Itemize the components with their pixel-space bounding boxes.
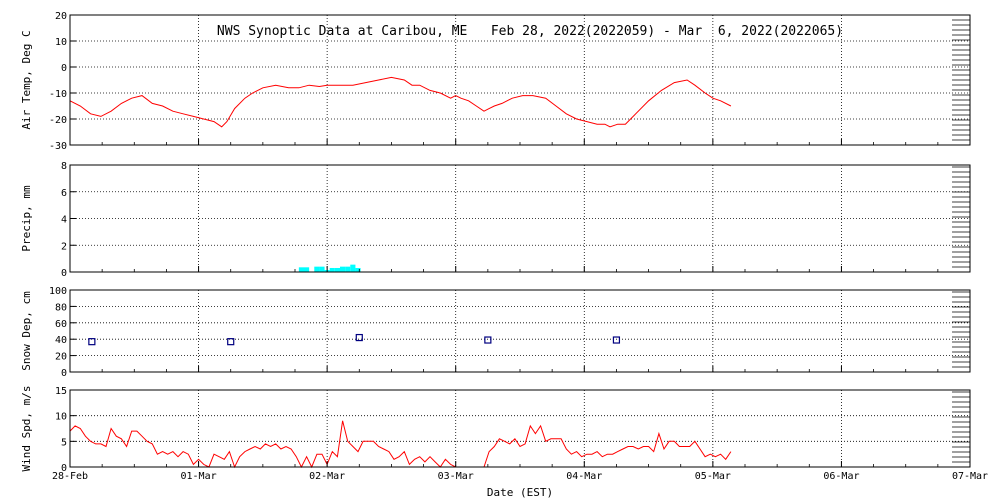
temp-ytick-label: 0	[61, 63, 67, 74]
precip-ytick-label: 6	[61, 188, 67, 199]
temp-ylabel: Air Temp, Deg C	[20, 30, 33, 129]
chart-title: NWS Synoptic Data at Caribou, ME Feb 28,…	[217, 24, 843, 39]
x-tick-label: 07-Mar	[952, 471, 988, 482]
x-tick-label: 02-Mar	[309, 471, 345, 482]
temp-ytick-label: -30	[49, 141, 67, 152]
x-tick-label: 03-Mar	[438, 471, 474, 482]
wind-series-line	[69, 420, 456, 469]
snow-ytick-label: 0	[61, 368, 67, 379]
precip-bar	[355, 267, 361, 272]
wind-ytick-label: 10	[55, 412, 67, 423]
snow-depth-point	[227, 338, 235, 346]
wind-ytick-label: 5	[61, 437, 67, 448]
temp-ytick-label: -10	[49, 89, 67, 100]
x-axis-label: Date (EST)	[487, 486, 553, 499]
precip-bar	[314, 266, 320, 272]
x-tick-label: 04-Mar	[566, 471, 602, 482]
wind-panel-frame	[69, 389, 971, 468]
snow-panel-frame	[69, 289, 971, 373]
precip-bar	[298, 267, 304, 272]
wind-series-line	[483, 424, 732, 468]
snow-ytick-label: 40	[55, 335, 67, 346]
temp-ytick-label: -20	[49, 115, 67, 126]
snow-depth-point	[612, 336, 621, 344]
precip-ytick-label: 8	[61, 161, 67, 172]
precip-bar	[329, 267, 335, 272]
snow-depth-point	[355, 333, 363, 342]
snow-ytick-label: 80	[55, 302, 67, 313]
x-tick-label: 28-Feb	[52, 471, 88, 482]
precip-bar	[350, 264, 356, 272]
temp-ytick-label: 20	[55, 11, 67, 22]
snow-ylabel: Snow Dep, cm	[20, 291, 33, 371]
wind-ylabel: Wind Spd, m/s	[20, 385, 33, 471]
x-tick-label: 01-Mar	[181, 471, 217, 482]
snow-ytick-label: 20	[55, 352, 67, 363]
snow-depth-point	[88, 338, 96, 346]
wind-ytick-label: 15	[55, 386, 67, 397]
precip-ylabel: Precip, mm	[20, 185, 33, 252]
data-layer	[69, 76, 732, 469]
snow-depth-point	[484, 336, 492, 344]
x-tick-label: 06-Mar	[823, 471, 859, 482]
temp-series-line	[69, 76, 732, 128]
wind-ytick-label: 0	[61, 463, 67, 474]
snow-ytick-label: 100	[49, 286, 67, 297]
x-tick-label: 05-Mar	[695, 471, 731, 482]
precip-ytick-label: 4	[61, 215, 67, 226]
precip-bar	[345, 266, 351, 272]
precip-bar	[340, 266, 346, 272]
grid-layer	[70, 15, 970, 467]
precip-bar	[319, 266, 325, 272]
temp-ytick-label: 10	[55, 37, 67, 48]
precip-ytick-label: 2	[61, 241, 67, 252]
precip-ytick-label: 0	[61, 268, 67, 279]
precip-bar	[304, 267, 310, 272]
precip-bar	[334, 267, 340, 272]
snow-ytick-label: 60	[55, 319, 67, 330]
